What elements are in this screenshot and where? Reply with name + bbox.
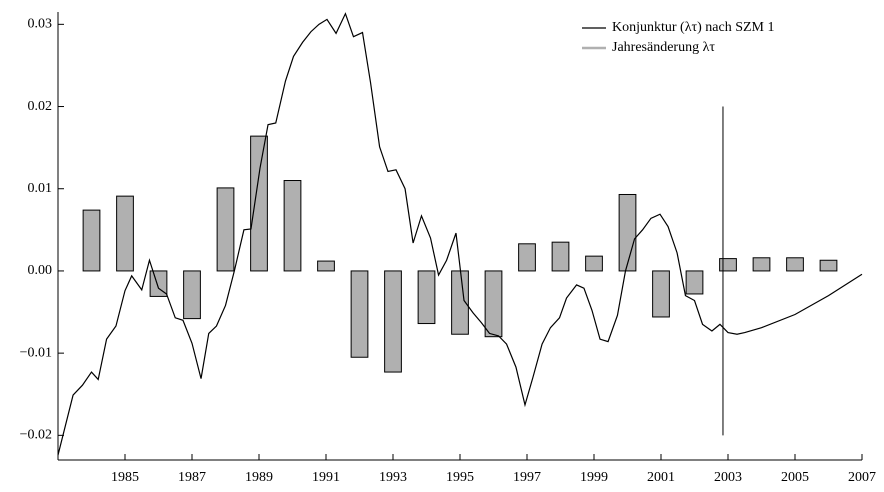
bar	[384, 270, 402, 373]
y-tick-label: 0.02	[28, 99, 53, 114]
x-tick-label: 1999	[580, 470, 608, 485]
bar	[786, 257, 804, 272]
bar	[250, 135, 268, 272]
y-tick-label: 0.03	[28, 17, 53, 32]
x-tick-label: 2005	[781, 470, 809, 485]
bar	[116, 195, 134, 272]
bar	[752, 257, 771, 272]
line-series	[57, 12, 863, 456]
bar	[484, 270, 503, 338]
bar	[417, 270, 436, 325]
x-tick-label: 2003	[714, 470, 742, 485]
y-tick-label: 0.00	[28, 263, 53, 278]
bar	[551, 241, 570, 272]
bar	[585, 255, 603, 272]
bar	[719, 258, 737, 272]
x-tick-label: 2007	[848, 470, 876, 485]
x-tick-label: 1991	[312, 470, 340, 485]
bar	[283, 180, 302, 272]
legend-label: Konjunktur (λτ) nach SZM 1	[612, 20, 775, 35]
y-tick-label: −0.02	[20, 428, 52, 443]
bar	[82, 209, 101, 272]
bar	[350, 270, 369, 358]
bar	[149, 270, 168, 297]
bar	[618, 193, 637, 272]
x-tick-label: 1989	[245, 470, 273, 485]
x-tick-label: 1997	[513, 470, 541, 485]
bar	[518, 243, 536, 272]
bar	[819, 259, 838, 272]
legend-label: Jahresänderung λτ	[612, 40, 715, 55]
x-tick-label: 1993	[379, 470, 407, 485]
y-tick-label: 0.01	[28, 181, 53, 196]
bar	[183, 270, 201, 320]
bar	[317, 260, 335, 272]
x-tick-label: 2001	[647, 470, 675, 485]
x-tick-label: 1995	[446, 470, 474, 485]
x-tick-label: 1987	[178, 470, 206, 485]
y-tick-label: −0.01	[20, 345, 52, 360]
bar	[685, 270, 704, 295]
bar	[216, 187, 235, 272]
bar	[652, 270, 670, 318]
x-tick-label: 1985	[111, 470, 139, 485]
